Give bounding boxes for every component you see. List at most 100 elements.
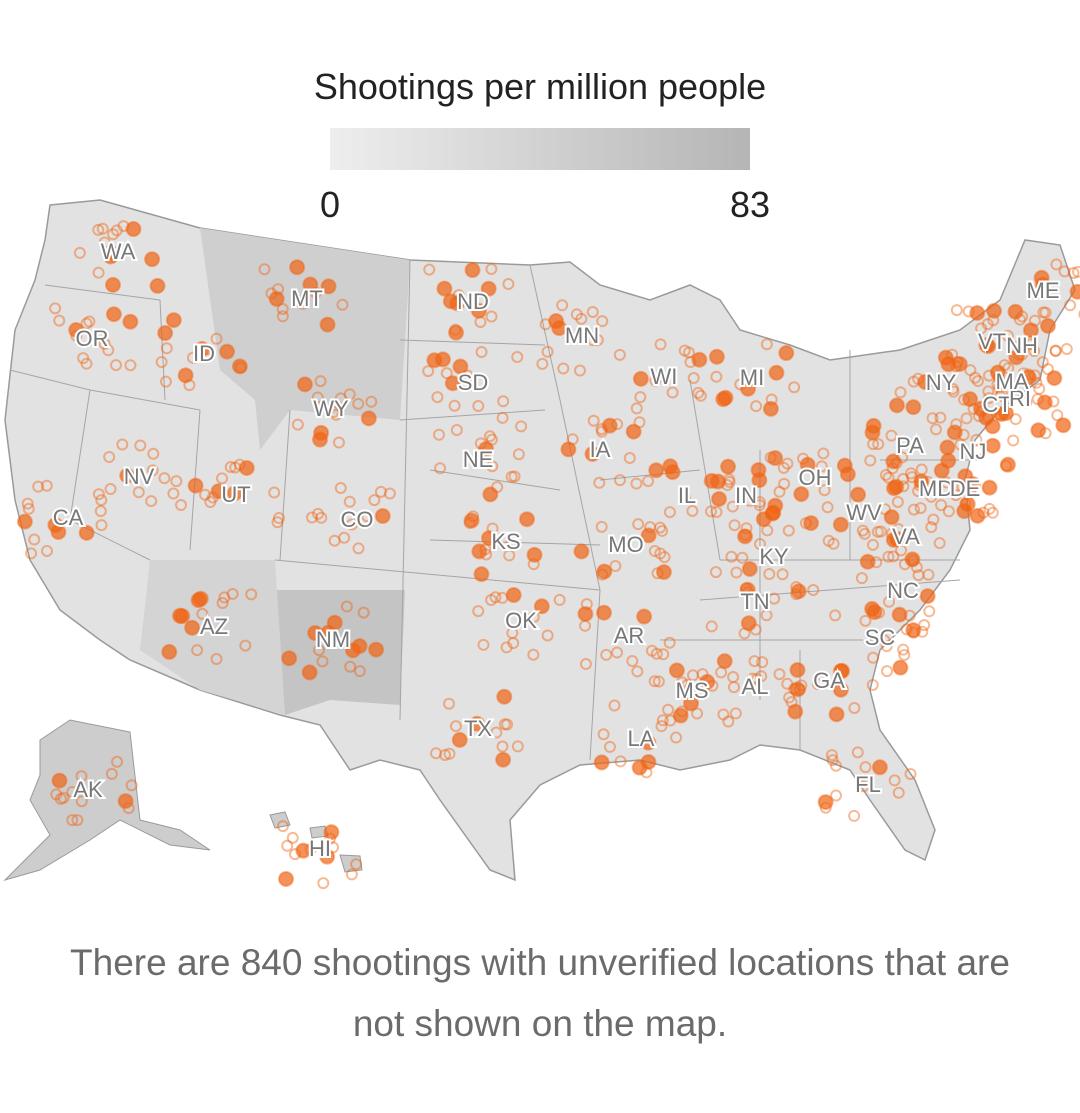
- shooting-dot: [993, 408, 1006, 421]
- shooting-dot: [119, 467, 136, 484]
- shooting-dot: [268, 290, 285, 307]
- shooting-dot: [691, 351, 708, 368]
- shooting-dot: [360, 410, 377, 427]
- shooting-dot: [891, 606, 908, 623]
- shooting-dot: [495, 751, 512, 768]
- shooting-dot: [686, 669, 699, 682]
- shooting-dot: [472, 400, 485, 413]
- state-label: MS: [676, 678, 709, 703]
- shooting-dot: [98, 337, 111, 350]
- state-label: MO: [608, 532, 643, 557]
- shooting-dot: [1037, 306, 1050, 319]
- shooting-dot: [727, 671, 740, 684]
- shooting-dot: [204, 496, 217, 509]
- shooting-dot: [753, 496, 766, 509]
- shooting-dot: [80, 357, 93, 370]
- shooting-dot: [485, 433, 498, 446]
- shooting-dot: [648, 545, 661, 558]
- shooting-dot: [768, 592, 781, 605]
- shooting-dot: [891, 495, 904, 508]
- shooting-dot: [496, 411, 509, 424]
- shooting-dot: [878, 634, 891, 647]
- shooting-dot: [268, 486, 281, 499]
- shooting-dot: [472, 605, 485, 618]
- shooting-dot: [623, 452, 636, 465]
- shooting-dot: [960, 412, 973, 425]
- shooting-dot: [793, 683, 806, 696]
- shooting-dot: [652, 675, 665, 688]
- legend-gradient: [330, 128, 750, 170]
- shooting-dot: [925, 521, 938, 534]
- shooting-dot: [933, 537, 946, 550]
- shooting-dot: [614, 755, 627, 768]
- shooting-dot: [183, 379, 196, 392]
- state-label: MA: [996, 369, 1029, 394]
- shooting-dot: [504, 538, 517, 551]
- state-label: HI: [309, 836, 331, 861]
- state-label: MD: [919, 476, 953, 501]
- shooting-dot: [930, 423, 943, 436]
- shooting-dot: [782, 524, 795, 537]
- shooting-dot: [788, 381, 801, 394]
- shooting-dot: [596, 568, 609, 581]
- shooting-dot: [216, 597, 229, 610]
- shooting-dot: [71, 814, 84, 827]
- shooting-dot: [981, 479, 998, 496]
- shooting-dot: [199, 488, 212, 501]
- shooting-dot: [751, 472, 768, 489]
- shooting-dot: [885, 429, 898, 442]
- shooting-dot: [917, 374, 934, 391]
- shooting-dot: [80, 317, 93, 330]
- shooting-dot: [740, 522, 753, 535]
- shooting-dot: [1064, 299, 1077, 312]
- shooting-dot: [763, 568, 776, 581]
- shooting-dot: [345, 518, 358, 531]
- shooting-dot: [291, 418, 304, 431]
- shooting-dot: [773, 485, 786, 498]
- shooting-dot: [511, 351, 524, 364]
- shooting-dot: [857, 780, 870, 793]
- shooting-dot: [66, 786, 79, 799]
- shooting-dot: [483, 430, 496, 443]
- shooting-dot: [859, 553, 876, 570]
- shooting-dot: [21, 497, 34, 510]
- shooting-dot: [905, 399, 922, 416]
- shooting-dot: [444, 375, 461, 392]
- shooting-dot: [296, 376, 313, 393]
- shooting-dot: [971, 444, 984, 457]
- state-label: KY: [759, 544, 789, 569]
- shooting-dot: [485, 263, 498, 276]
- shooting-dot: [231, 358, 248, 375]
- shooting-dot: [826, 754, 839, 767]
- shooting-dot: [311, 391, 324, 404]
- shooting-dot: [736, 551, 749, 564]
- shooting-dot: [964, 364, 977, 377]
- shooting-dot: [905, 622, 922, 639]
- shooting-dot: [880, 640, 893, 653]
- shooting-dot: [654, 338, 667, 351]
- shooting-dot: [648, 675, 661, 688]
- shooting-dot: [368, 641, 385, 658]
- shooting-dot: [327, 405, 340, 418]
- shooting-dot: [200, 343, 213, 356]
- shooting-dot: [468, 715, 485, 732]
- shooting-dot: [898, 558, 911, 571]
- shooting-dot: [51, 772, 68, 789]
- shooting-dot: [781, 457, 794, 470]
- shooting-dot: [345, 642, 362, 659]
- state-label: CA: [53, 505, 84, 530]
- shooting-dot: [464, 262, 481, 279]
- shooting-dot: [451, 731, 468, 748]
- shooting-dot: [822, 534, 835, 547]
- shooting-dot: [982, 411, 995, 424]
- state-label: KS: [491, 529, 520, 554]
- shooting-dot: [709, 566, 722, 579]
- shooting-dot: [678, 344, 691, 357]
- shooting-dot: [449, 720, 462, 733]
- shooting-dot: [32, 480, 45, 493]
- shooting-dot: [586, 305, 599, 318]
- shooting-dot: [218, 591, 231, 604]
- shooting-dot: [480, 530, 497, 547]
- shooting-dot: [1028, 369, 1041, 382]
- shooting-dot: [186, 351, 199, 364]
